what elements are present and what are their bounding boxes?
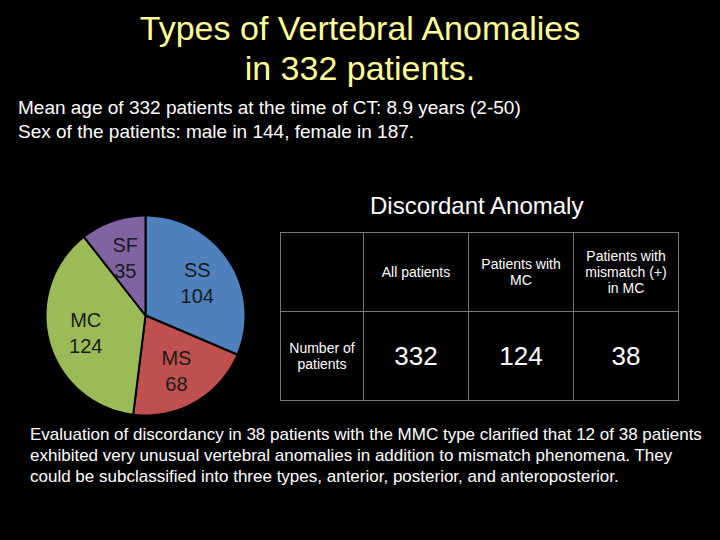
html-text:124: 124 [499,340,543,371]
html-text:Mean age of 332 patients at th: Mean age of 332 patients at the time of … [18,97,521,118]
svg-text:SS104: SS104 [181,259,214,307]
html-text:Patients with mismatch (+) in: Patients with mismatch (+) in MC [585,248,667,296]
html-text:Number of patients: Number of patients [289,340,355,372]
svg-text:SF35: SF35 [112,234,138,282]
html-text:in 332 patients.: in 332 patients. [244,49,476,87]
html-text:Patients with MC: Patients with MC [481,256,561,288]
html-text:Discordant Anomaly: Discordant Anomaly [370,192,584,219]
html-text:All patients: All patients [381,264,451,280]
svg-text:MS68: MS68 [161,347,191,395]
html-text:Types of Vertebral Anomalies: Types of Vertebral Anomalies [139,9,581,47]
svg-text:MC124: MC124 [69,309,102,357]
html-text:38: 38 [611,340,641,371]
html-text:Sex of the patients: male in 1: Sex of the patients: male in 144, female… [18,121,415,142]
html-text:Evaluation of discordancy in 3: Evaluation of discordancy in 38 patients… [30,425,702,486]
html-text:332: 332 [394,340,438,371]
